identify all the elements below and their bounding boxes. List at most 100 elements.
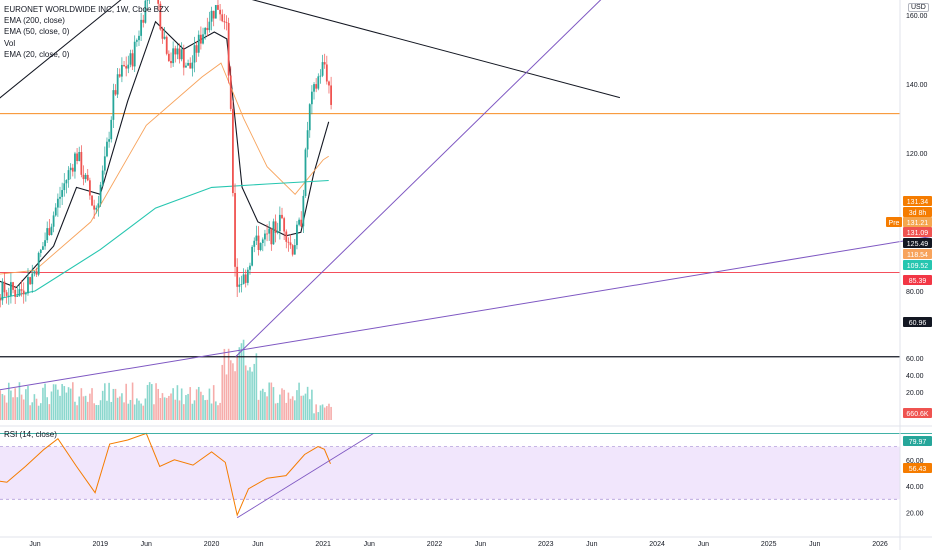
candle-body <box>146 0 149 1</box>
volume-bar <box>50 391 53 420</box>
volume-bar <box>180 388 183 420</box>
time-tick-label: Jun <box>475 541 486 548</box>
candle-body <box>261 239 264 244</box>
volume-bar <box>281 388 283 420</box>
candle-body <box>112 90 115 120</box>
volume-bar <box>294 400 296 420</box>
volume-bar <box>176 385 179 420</box>
axis-badge-3d 8h <box>903 207 932 217</box>
volume-bar <box>185 395 187 420</box>
candle-body <box>298 219 300 225</box>
volume-bar <box>39 403 42 420</box>
candle-body <box>138 35 140 41</box>
volume-bar <box>110 401 113 420</box>
axis-badge-label: 131.09 <box>907 230 929 237</box>
horizontal-levels[interactable] <box>0 113 900 358</box>
currency-badge[interactable]: USD <box>908 3 929 12</box>
candle-body <box>54 207 57 216</box>
axis-badge-label: 125.49 <box>907 241 929 248</box>
axis-badge-109.52 <box>903 260 932 270</box>
volume-tick-label: 60.00 <box>906 356 924 363</box>
volume-bar <box>14 388 16 420</box>
volume-bar <box>108 382 110 420</box>
candle-body <box>225 22 228 24</box>
candle-body <box>172 48 175 64</box>
axis-badges: 131.34 3d 8h Pre 131.21 131.09 125.49 118.54 10… <box>886 196 932 473</box>
volume-bar <box>232 363 234 420</box>
volume-bar <box>206 399 209 420</box>
volume-bar <box>285 402 288 420</box>
axis-badge-118.54 <box>903 249 932 259</box>
candle-body <box>99 184 102 204</box>
trendlines[interactable] <box>0 0 932 395</box>
legend-ema50[interactable]: EMA (50, close, 0) <box>4 27 70 37</box>
volume-bar <box>123 402 125 420</box>
candle-body <box>219 9 222 15</box>
volume-bar <box>238 347 241 420</box>
candle-body <box>210 10 213 22</box>
volume-bar <box>178 400 181 420</box>
legend-ema20[interactable]: EMA (20, close, 0) <box>4 49 70 59</box>
candle-body <box>170 60 172 64</box>
candle-body <box>88 180 91 196</box>
candle-body <box>223 21 226 23</box>
legend-vol[interactable]: Vol <box>4 38 16 48</box>
series-ema-200-close- <box>0 179 329 300</box>
rsi-tick-label: 40.00 <box>906 484 924 491</box>
volume-bar <box>195 389 198 420</box>
volume-bar <box>249 367 251 420</box>
volume-bar <box>72 382 74 420</box>
candle-body <box>116 74 119 95</box>
volume-bar <box>272 387 275 420</box>
rsi-badge-label: 79.97 <box>909 439 927 446</box>
axis-badge-Pre <box>886 217 902 227</box>
volume-bar <box>223 348 226 420</box>
candle-body <box>39 249 42 253</box>
volume-bar <box>93 403 95 420</box>
candle-body <box>264 233 266 240</box>
candle-body <box>161 29 164 39</box>
candle-body <box>65 180 68 184</box>
volume-bar <box>204 400 206 420</box>
volume-bar <box>276 402 279 420</box>
volume-bar <box>208 388 211 420</box>
candle-body <box>278 214 281 232</box>
volume-bar <box>283 389 285 420</box>
legend-title[interactable]: EURONET WORLDWIDE INC, 1W, Cboe BZX <box>4 5 170 14</box>
candle-body <box>129 53 132 65</box>
volume-bar <box>76 405 78 420</box>
volume-bar <box>61 384 63 420</box>
candle-body <box>80 152 83 175</box>
candle-body <box>108 139 111 142</box>
axis-badge-label: 60.96 <box>909 320 927 327</box>
candle-body <box>300 219 303 227</box>
volume-bars <box>0 339 332 420</box>
candle-body <box>202 34 204 44</box>
volume-bar <box>52 384 55 420</box>
rsi-legend[interactable]: RSI (14, close) <box>4 430 57 439</box>
volume-bar <box>279 394 281 420</box>
volume-badge <box>903 408 932 418</box>
candle-body <box>178 48 181 60</box>
candle-body <box>69 167 72 171</box>
candle-body <box>272 221 275 245</box>
volume-bar <box>44 383 46 420</box>
volume-bar <box>104 383 106 420</box>
candle-body <box>325 64 328 82</box>
volume-bar <box>261 388 264 420</box>
axis-badge-label: Pre <box>889 220 900 227</box>
volume-bar <box>234 371 236 420</box>
candle-body <box>3 281 6 293</box>
legend-ema200[interactable]: EMA (200, close) <box>4 16 65 26</box>
volume-bar <box>146 384 149 420</box>
candle-body <box>217 5 219 10</box>
volume-badge-label: 660.6K <box>906 411 929 418</box>
candle-body <box>167 53 170 61</box>
candle-body <box>125 66 128 69</box>
candle-body <box>114 90 117 95</box>
candle-body <box>323 62 326 65</box>
candle-body <box>140 19 143 36</box>
volume-bar <box>315 404 317 420</box>
